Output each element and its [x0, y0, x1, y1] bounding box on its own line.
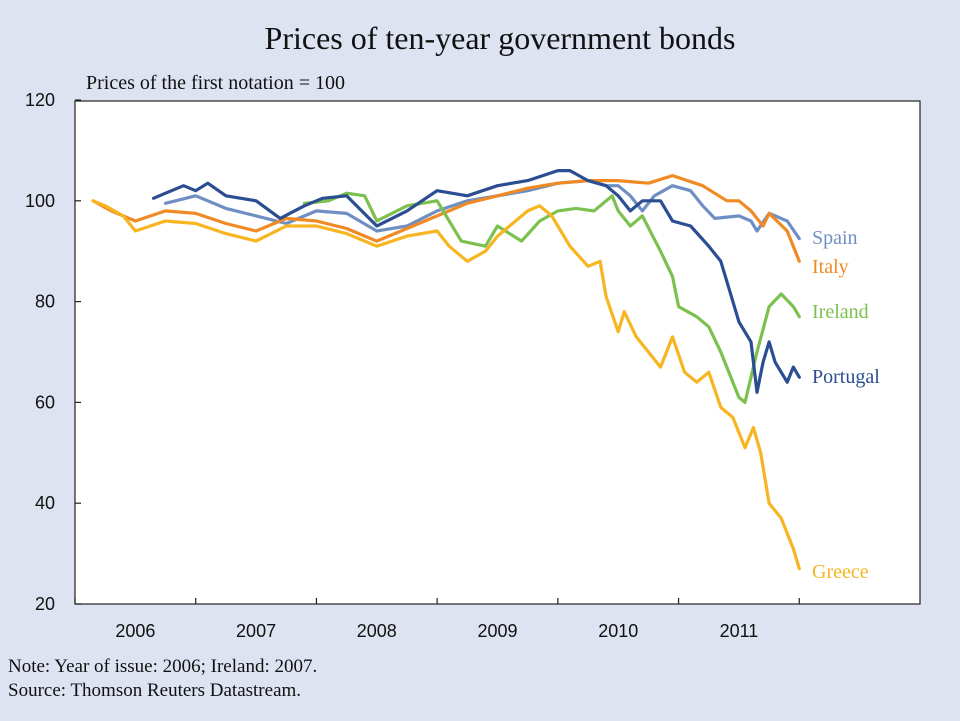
y-tick-label: 60 [35, 392, 55, 412]
y-tick-label: 40 [35, 493, 55, 513]
legend-label-spain: Spain [812, 227, 858, 249]
x-tick-label: 2006 [115, 621, 155, 641]
chart-source: Source: Thomson Reuters Datastream. [8, 680, 302, 701]
legend-label-greece: Greece [812, 561, 869, 583]
x-tick-label: 2010 [598, 621, 638, 641]
y-tick-label: 120 [25, 90, 55, 110]
y-tick-label: 80 [35, 292, 55, 312]
x-tick-label: 2008 [357, 621, 397, 641]
x-tick-label: 2007 [236, 621, 276, 641]
series-line-greece [91, 199, 801, 571]
chart-title: Prices of ten-year government bonds [264, 20, 736, 56]
chart-note: Note: Year of issue: 2006; Ireland: 2007… [8, 656, 318, 677]
x-tick-label: 2011 [720, 621, 759, 641]
y-tick-label: 20 [35, 594, 55, 614]
series-line-portugal [151, 169, 801, 394]
legend-label-portugal: Portugal [812, 366, 880, 388]
plot-area [74, 100, 921, 605]
y-tick-label: 100 [25, 191, 55, 211]
legend-label-italy: Italy [812, 256, 849, 278]
chart-subtitle: Prices of the first notation = 100 [86, 72, 346, 94]
series-line-italy [91, 174, 801, 263]
legend-label-ireland: Ireland [812, 301, 869, 323]
x-tick-label: 2009 [477, 621, 517, 641]
